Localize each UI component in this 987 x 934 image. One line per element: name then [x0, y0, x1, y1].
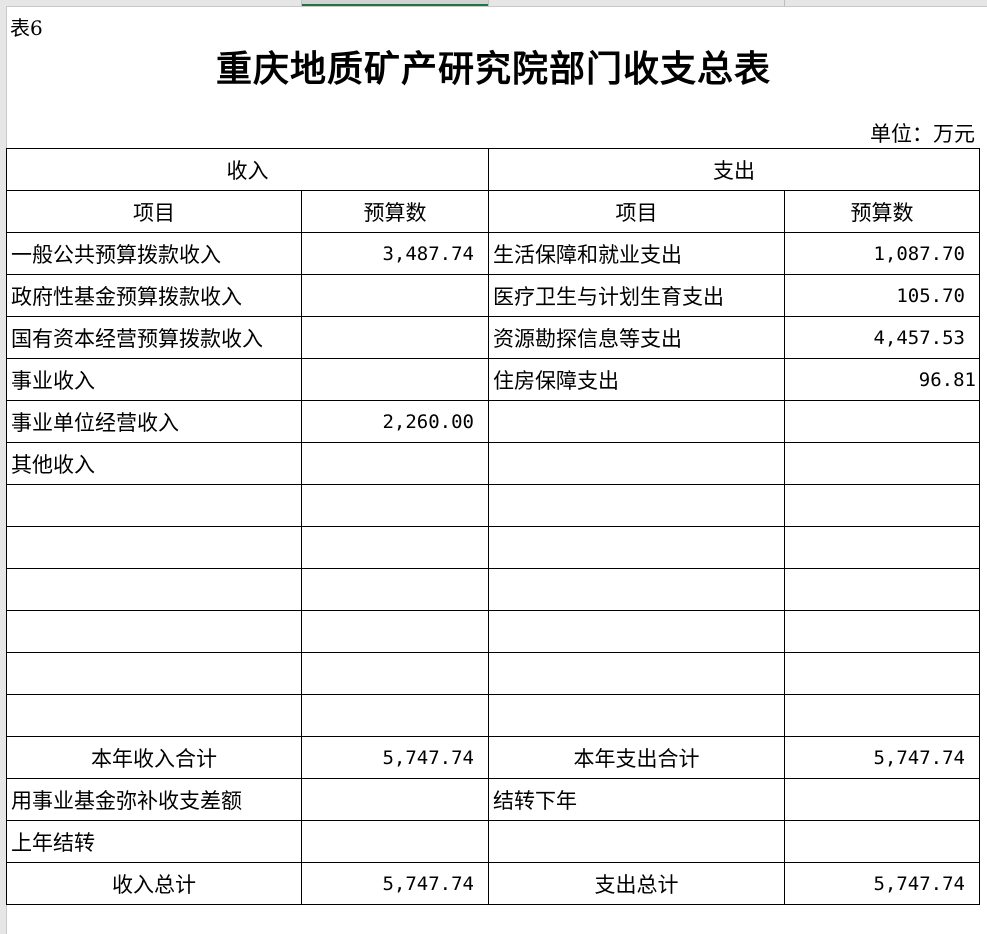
income-value-cell[interactable]	[301, 652, 489, 695]
expense-value-cell[interactable]	[784, 610, 980, 653]
income-item-cell[interactable]: 国有资本经营预算拨款收入	[6, 316, 302, 359]
expense-value-cell[interactable]	[784, 526, 980, 569]
income-item-cell[interactable]: 一般公共预算拨款收入	[6, 232, 302, 275]
table-row: 政府性基金预算拨款收入 医疗卫生与计划生育支出 105.70	[6, 274, 980, 317]
income-value-cell[interactable]	[301, 778, 489, 821]
column-header-bar[interactable]	[0, 0, 987, 7]
expense-value-cell[interactable]: 5,747.74	[784, 736, 980, 779]
expense-budget-header[interactable]: 预算数	[784, 190, 980, 233]
expense-value-cell[interactable]: 105.70	[784, 274, 980, 317]
income-item-cell[interactable]: 其他收入	[6, 442, 302, 485]
table-row	[6, 694, 980, 737]
expense-item-cell[interactable]: 住房保障支出	[488, 358, 785, 401]
column-divider	[784, 0, 785, 6]
expense-value-cell[interactable]	[784, 778, 980, 821]
income-item-cell[interactable]: 用事业基金弥补收支差额	[6, 778, 302, 821]
income-value-cell[interactable]	[301, 526, 489, 569]
table-row: 事业收入 住房保障支出 96.81	[6, 358, 980, 401]
column-divider	[488, 0, 489, 6]
expense-item-cell[interactable]: 生活保障和就业支出	[488, 232, 785, 275]
expense-value-cell[interactable]	[784, 568, 980, 611]
expense-item-cell[interactable]	[488, 484, 785, 527]
budget-table: 收入 支出 项目 预算数 项目 预算数 一般公共预算拨款收入 3,487.74 生活…	[6, 148, 980, 905]
table-row: 事业单位经营收入 2,260.00	[6, 400, 980, 443]
expense-value-cell[interactable]	[784, 820, 980, 863]
expense-value-cell[interactable]	[784, 400, 980, 443]
income-item-cell[interactable]: 事业单位经营收入	[6, 400, 302, 443]
table-row	[6, 526, 980, 569]
income-value-cell[interactable]: 2,260.00	[301, 400, 489, 443]
table-row: 国有资本经营预算拨款收入 资源勘探信息等支出 4,457.53	[6, 316, 980, 359]
column-divider	[301, 0, 302, 6]
income-item-cell[interactable]	[6, 652, 302, 695]
income-item-header[interactable]: 项目	[6, 190, 302, 233]
table-row	[6, 610, 980, 653]
expense-header[interactable]: 支出	[488, 148, 980, 191]
income-item-cell[interactable]	[6, 526, 302, 569]
income-value-cell[interactable]	[301, 442, 489, 485]
income-value-cell[interactable]	[301, 358, 489, 401]
expense-value-cell[interactable]	[784, 694, 980, 737]
income-header[interactable]: 收入	[6, 148, 489, 191]
subtotal-row: 本年收入合计 5,747.74 本年支出合计 5,747.74	[6, 736, 980, 779]
expense-item-cell[interactable]	[488, 400, 785, 443]
income-item-cell[interactable]: 上年结转	[6, 820, 302, 863]
column-header-selected[interactable]	[301, 0, 488, 6]
income-value-cell[interactable]	[301, 568, 489, 611]
table-row	[6, 568, 980, 611]
table-row	[6, 652, 980, 695]
income-item-cell[interactable]: 政府性基金预算拨款收入	[6, 274, 302, 317]
expense-item-cell[interactable]: 医疗卫生与计划生育支出	[488, 274, 785, 317]
income-value-cell[interactable]	[301, 316, 489, 359]
table-row: 上年结转	[6, 820, 980, 863]
income-value-cell[interactable]: 5,747.74	[301, 736, 489, 779]
expense-item-cell[interactable]	[488, 652, 785, 695]
total-row: 收入总计 5,747.74 支出总计 5,747.74	[6, 862, 980, 905]
expense-value-cell[interactable]	[784, 652, 980, 695]
page-title: 重庆地质矿产研究院部门收支总表	[215, 48, 771, 90]
table-row: 其他收入	[6, 442, 980, 485]
table-number-label: 表6	[10, 16, 43, 40]
income-item-cell[interactable]: 收入总计	[6, 862, 302, 905]
section-header-row: 收入 支出	[6, 148, 980, 191]
expense-item-cell[interactable]	[488, 442, 785, 485]
expense-item-cell[interactable]: 资源勘探信息等支出	[488, 316, 785, 359]
income-value-cell[interactable]	[301, 694, 489, 737]
unit-label: 单位：万元	[870, 122, 975, 146]
expense-value-cell[interactable]	[784, 442, 980, 485]
expense-item-cell[interactable]: 本年支出合计	[488, 736, 785, 779]
income-item-cell[interactable]	[6, 568, 302, 611]
income-value-cell[interactable]	[301, 274, 489, 317]
expense-value-cell[interactable]: 4,457.53	[784, 316, 980, 359]
income-value-cell[interactable]	[301, 610, 489, 653]
income-item-cell[interactable]: 事业收入	[6, 358, 302, 401]
expense-item-header[interactable]: 项目	[488, 190, 785, 233]
income-item-cell[interactable]	[6, 694, 302, 737]
income-value-cell[interactable]: 5,747.74	[301, 862, 489, 905]
expense-item-cell[interactable]: 结转下年	[488, 778, 785, 821]
table-row: 用事业基金弥补收支差额 结转下年	[6, 778, 980, 821]
table-row: 一般公共预算拨款收入 3,487.74 生活保障和就业支出 1,087.70	[6, 232, 980, 275]
income-budget-header[interactable]: 预算数	[301, 190, 489, 233]
income-value-cell[interactable]	[301, 484, 489, 527]
table-row	[6, 484, 980, 527]
income-item-cell[interactable]	[6, 610, 302, 653]
expense-item-cell[interactable]	[488, 568, 785, 611]
income-item-cell[interactable]: 本年收入合计	[6, 736, 302, 779]
income-value-cell[interactable]	[301, 820, 489, 863]
expense-item-cell[interactable]	[488, 610, 785, 653]
expense-item-cell[interactable]	[488, 820, 785, 863]
column-header-row: 项目 预算数 项目 预算数	[6, 190, 980, 233]
expense-item-cell[interactable]	[488, 526, 785, 569]
expense-value-cell[interactable]	[784, 484, 980, 527]
income-item-cell[interactable]	[6, 484, 302, 527]
expense-value-cell[interactable]: 96.81	[784, 358, 980, 401]
expense-item-cell[interactable]: 支出总计	[488, 862, 785, 905]
expense-item-cell[interactable]	[488, 694, 785, 737]
expense-value-cell[interactable]: 1,087.70	[784, 232, 980, 275]
expense-value-cell[interactable]: 5,747.74	[784, 862, 980, 905]
income-value-cell[interactable]: 3,487.74	[301, 232, 489, 275]
